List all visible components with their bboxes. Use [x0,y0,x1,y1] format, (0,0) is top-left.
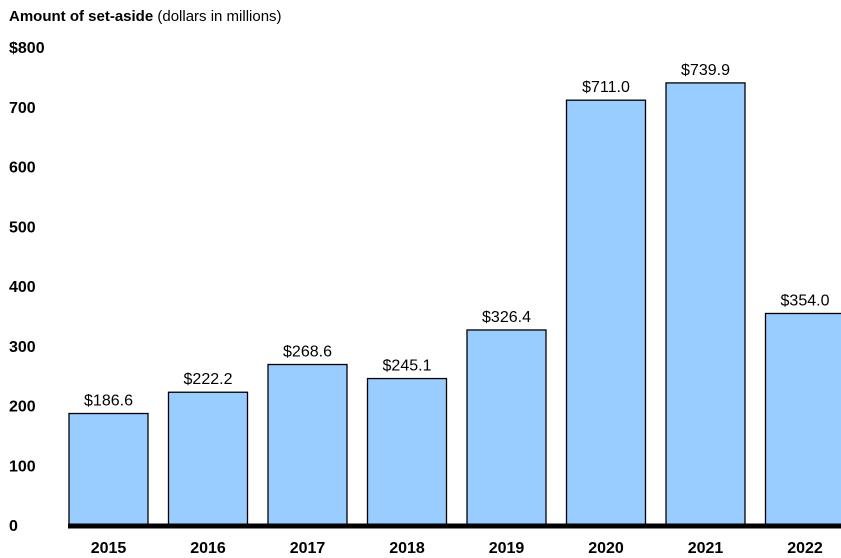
y-tick-label: 700 [9,100,36,117]
data-label-2020: $711.0 [582,79,630,96]
y-tick-label: 400 [9,279,36,296]
bar-2021 [665,82,746,526]
data-label-2017: $268.6 [283,344,332,361]
bar-2018 [366,377,448,526]
x-tick-label-2018: 2018 [389,540,425,557]
bar-2017 [267,363,348,526]
bar-2022 [764,312,841,526]
bar-2016 [167,391,249,526]
data-label-2022: $354.0 [781,292,830,309]
data-label-2021: $739.9 [681,62,730,79]
y-axis-ticks: 0 100 200 300 400 500 600 700 $800 [9,40,45,535]
x-tick-label-2022: 2022 [787,540,823,557]
data-label-2019: $326.4 [482,309,531,326]
bar-2020 [565,99,647,526]
x-tick-label-2020: 2020 [588,540,624,557]
bar-2015 [68,412,149,526]
y-tick-label: 0 [9,518,18,535]
y-tick-label: 600 [9,160,36,177]
x-tick-label-2016: 2016 [190,540,226,557]
y-tick-label: 300 [9,339,36,356]
bars [68,82,841,526]
chart-subtitle: (dollars in millions) [157,8,282,25]
x-tick-label-2021: 2021 [688,540,724,557]
data-label-2016: $222.2 [184,371,233,388]
y-tick-label: $800 [9,40,45,57]
x-axis-labels: 2015 2016 2017 2018 2019 2020 2021 2022 [91,540,823,557]
chart-title: Amount of set-aside (dollars in millions… [9,8,282,25]
x-tick-label-2015: 2015 [91,540,127,557]
x-tick-label-2019: 2019 [489,540,525,557]
data-label-2015: $186.6 [84,393,133,410]
y-tick-label: 200 [9,399,36,416]
x-tick-label-2017: 2017 [290,540,326,557]
chart-title-main: Amount of set-aside [9,8,154,25]
data-label-2018: $245.1 [383,358,432,375]
y-tick-label: 100 [9,458,36,475]
value-labels: $186.6 $222.2 $268.6 $245.1 $326.4 $711.0 $739… [84,62,830,410]
y-tick-label: 500 [9,219,36,236]
bar-2019 [466,329,547,526]
